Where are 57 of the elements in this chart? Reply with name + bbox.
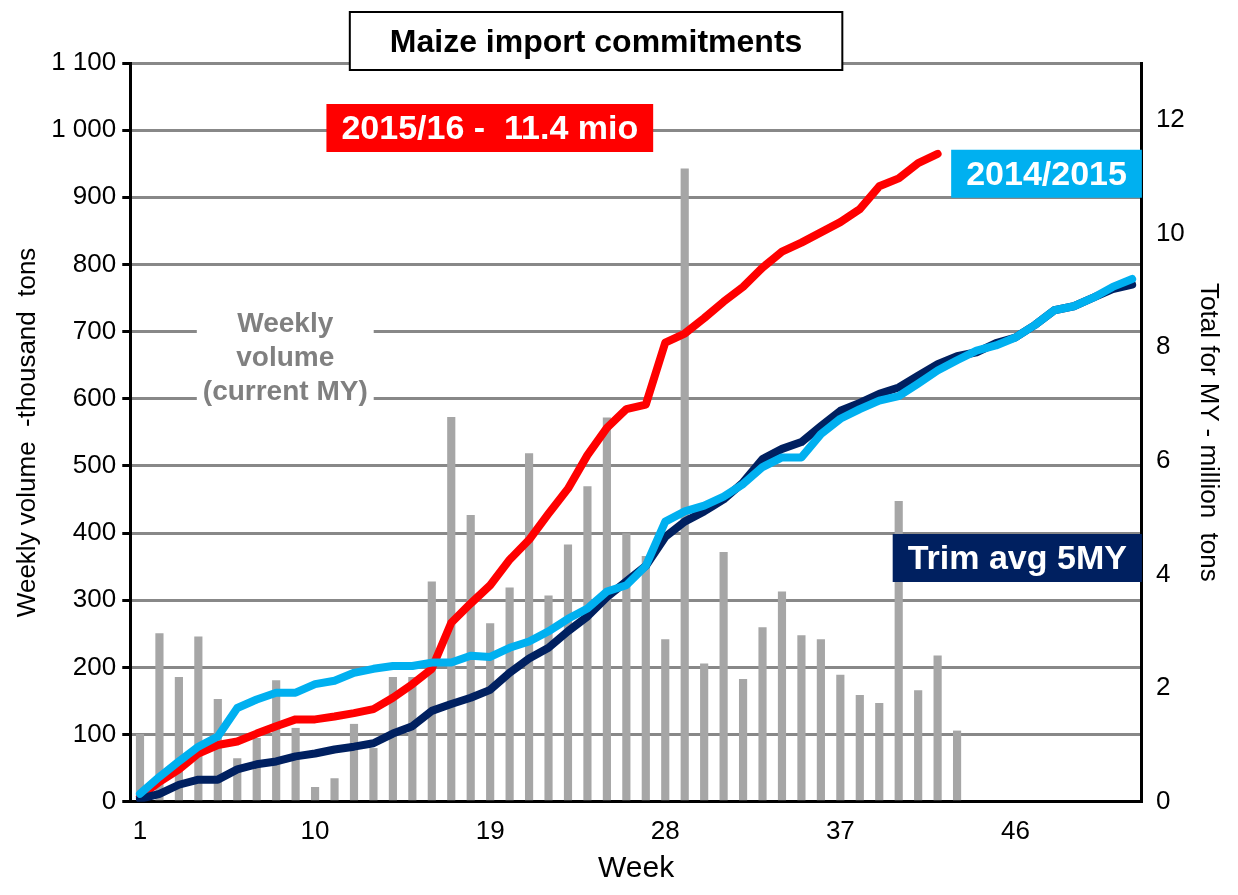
y-tick-label: 100 xyxy=(72,717,117,748)
y-tick-label: 600 xyxy=(72,381,117,412)
x-tick-label: 28 xyxy=(650,814,680,845)
bar xyxy=(855,695,864,801)
bar xyxy=(700,663,709,801)
x-tick-label: 19 xyxy=(475,814,505,845)
bar xyxy=(777,591,787,801)
bar xyxy=(369,748,378,801)
y-tick-label: 800 xyxy=(72,247,117,278)
bar xyxy=(797,635,806,801)
bar xyxy=(836,674,845,801)
y-tick-label: 0 xyxy=(101,784,117,815)
y2-tick-label: 2 xyxy=(1155,671,1171,702)
y2-axis-title: Total for MY - million tons xyxy=(1195,283,1226,582)
x-tick-label: 37 xyxy=(825,814,855,845)
bar xyxy=(661,639,670,801)
bar xyxy=(758,627,767,801)
y-tick-label: 900 xyxy=(72,180,117,211)
bar xyxy=(602,417,611,801)
x-tick-label: 1 xyxy=(132,814,148,845)
y2-tick-label: 12 xyxy=(1155,103,1185,133)
y-tick-label: 400 xyxy=(72,516,117,547)
bar xyxy=(330,778,339,801)
bar xyxy=(583,486,592,801)
x-axis-title: Week xyxy=(597,850,676,884)
y-tick-label: 300 xyxy=(72,583,117,614)
y2-tick-label: 8 xyxy=(1155,330,1171,361)
bar xyxy=(719,551,728,801)
y-tick-label: 1 000 xyxy=(51,113,117,144)
bar xyxy=(622,533,631,801)
y-tick-label: 700 xyxy=(72,314,117,345)
y-tick-label: 500 xyxy=(72,449,117,480)
y-tick-label: 1 100 xyxy=(51,46,117,77)
bar xyxy=(952,730,962,801)
y-tick-label: 200 xyxy=(72,650,117,681)
text: Weekly volume (current MY) xyxy=(202,307,368,407)
bar xyxy=(816,639,825,801)
y2-tick-label: 4 xyxy=(1155,557,1171,588)
bar xyxy=(933,655,942,801)
chart-title: Maize import commitments xyxy=(389,22,803,59)
bar xyxy=(875,703,884,801)
text: 2014/2015 xyxy=(966,154,1127,193)
bar xyxy=(563,544,573,801)
y2-tick-label: 0 xyxy=(1155,784,1171,815)
y2-tick-label: 6 xyxy=(1155,443,1171,474)
y2-tick-label: 10 xyxy=(1155,216,1185,247)
text: 2015/16 - 11.4 mio xyxy=(341,108,639,147)
y-axis-title: Weekly volume -thousand tons xyxy=(10,247,41,618)
bar xyxy=(738,678,748,801)
x-tick-label: 46 xyxy=(1000,814,1030,845)
bar xyxy=(310,787,320,801)
bar xyxy=(914,690,923,801)
bar xyxy=(680,168,689,801)
bar xyxy=(544,595,553,801)
x-tick-label: 10 xyxy=(300,814,330,845)
text: Trim avg 5MY xyxy=(907,538,1128,577)
bar xyxy=(641,555,650,801)
